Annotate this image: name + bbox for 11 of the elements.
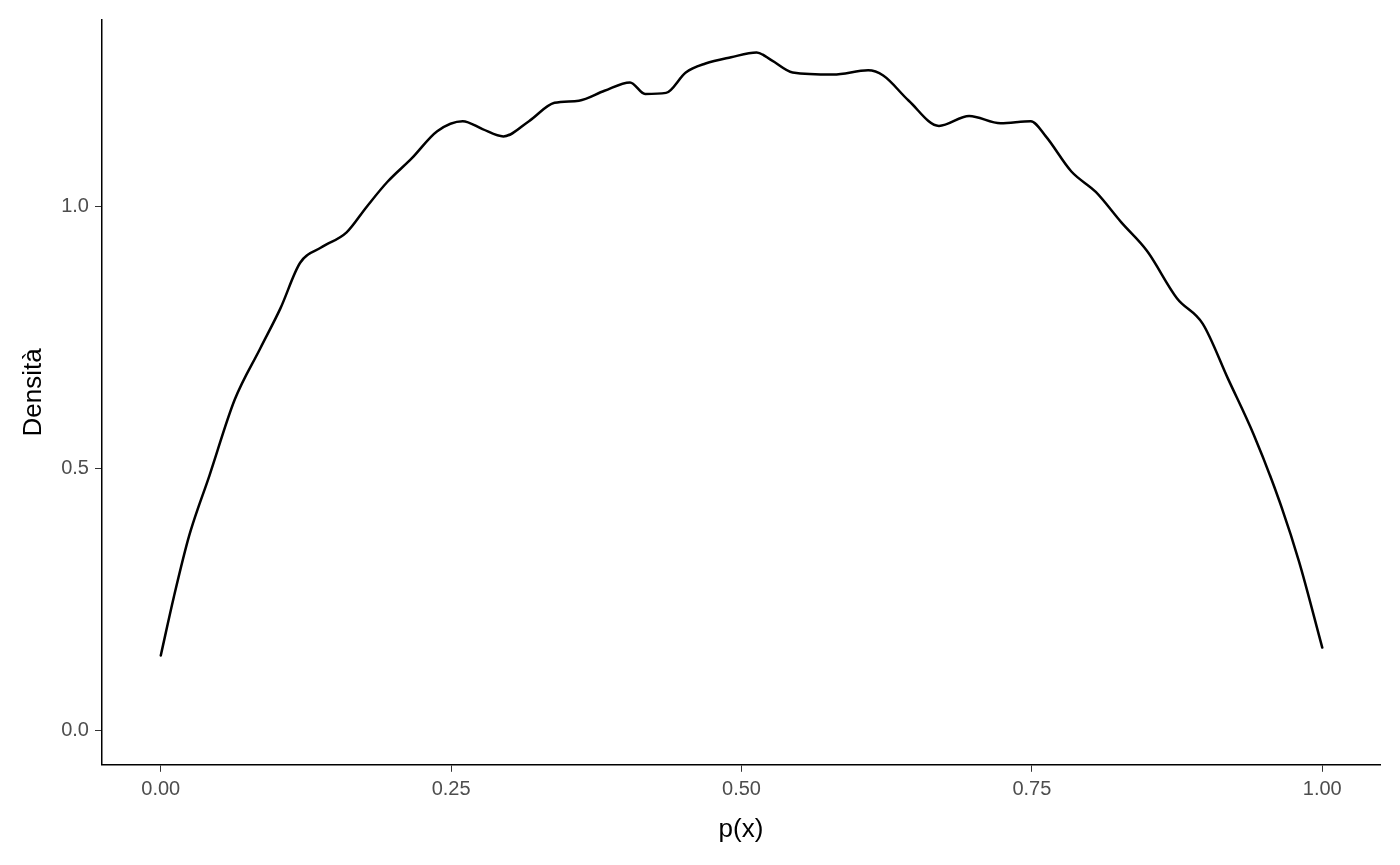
x-tick-label: 0.75 — [1012, 777, 1052, 800]
y-axis-title: Densità — [16, 347, 47, 437]
x-tick-label: 0.00 — [141, 777, 181, 800]
x-axis-title: p(x) — [718, 812, 764, 843]
x-tick-label: 0.50 — [722, 777, 761, 800]
y-tick-label: 0.0 — [61, 717, 89, 740]
line-series — [159, 51, 1324, 657]
y-tick-label: 1.0 — [61, 193, 89, 216]
x-tick-label: 1.00 — [1302, 777, 1342, 800]
x-tick-label: 0.25 — [431, 777, 471, 800]
y-tick-label: 0.5 — [61, 455, 89, 478]
